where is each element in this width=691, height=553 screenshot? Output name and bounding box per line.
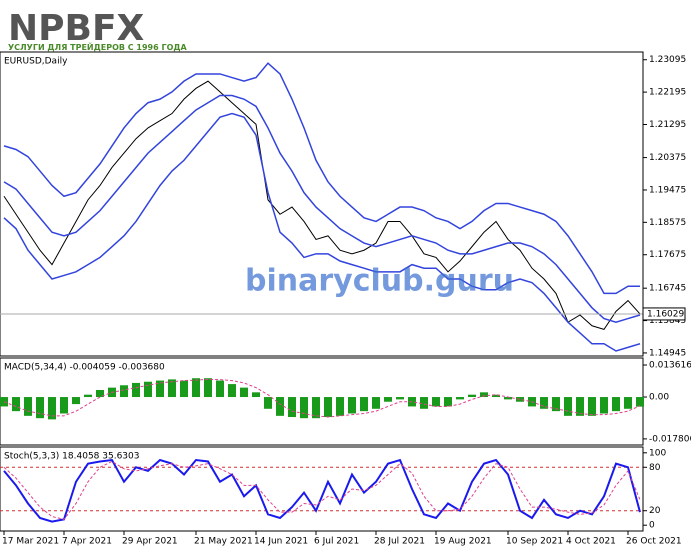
macd-bar — [600, 397, 608, 414]
macd-bar — [288, 397, 296, 418]
y-tick-label: 0.00 — [649, 393, 669, 403]
macd-bar — [444, 397, 452, 407]
macd-bar — [228, 384, 236, 398]
macd-bar — [144, 381, 152, 398]
close-line — [3, 80, 641, 330]
macd-bar — [96, 389, 104, 398]
macd-bar — [564, 397, 572, 416]
macd-bar — [492, 394, 500, 398]
macd-bar — [312, 397, 320, 419]
macd-bar — [432, 397, 440, 407]
panel-title: EURUSD,Daily — [4, 57, 68, 67]
macd-bar — [168, 379, 176, 398]
x-tick-label: 17 Mar 2021 — [2, 537, 59, 547]
macd-bar — [300, 397, 308, 419]
y-tick-label: 80 — [649, 463, 661, 473]
macd-bar — [132, 382, 140, 398]
x-tick-label: 4 Oct 2021 — [566, 537, 616, 547]
macd-bar — [360, 397, 368, 412]
macd-bar — [516, 397, 524, 402]
x-tick-label: 21 May 2021 — [194, 537, 253, 547]
logo: NPBFX — [8, 8, 145, 49]
macd-bar — [60, 397, 68, 414]
y-tick-label: 1.23095 — [649, 55, 686, 65]
y-tick-label: 0.013616 — [649, 361, 691, 371]
y-tick-label: 1.17675 — [649, 250, 686, 260]
macd-bar — [456, 397, 464, 400]
y-tick-label: -0.017806 — [649, 434, 691, 444]
macd-bar — [252, 392, 260, 398]
panel-title: Stoch(5,3,3) 18.4058 35.6303 — [4, 452, 139, 462]
macd-bar — [264, 397, 272, 409]
macd-bar — [240, 387, 248, 398]
x-tick-label: 29 Apr 2021 — [122, 537, 178, 547]
macd-bar — [324, 397, 332, 418]
macd-bar — [588, 397, 596, 416]
macd-bar — [36, 397, 44, 419]
y-tick-label: 1.15845 — [649, 316, 686, 326]
macd-bar — [276, 397, 284, 416]
macd-bar — [216, 380, 224, 398]
macd-bar — [636, 397, 644, 407]
y-tick-label: 1.19475 — [649, 185, 686, 195]
watermark: binaryclub.guru — [245, 264, 514, 299]
macd-bar — [48, 397, 56, 420]
x-tick-label: 7 Apr 2021 — [62, 537, 112, 547]
tagline: УСЛУГИ ДЛЯ ТРЕЙДЕРОВ С 1996 ГОДА — [8, 41, 187, 52]
macd-bar — [576, 397, 584, 416]
macd-bar — [540, 397, 548, 409]
bollinger-band — [3, 94, 641, 323]
stoch-main — [3, 458, 641, 523]
bollinger-band — [3, 62, 640, 295]
macd-bar — [420, 397, 428, 409]
y-tick-label: 1.21295 — [649, 120, 686, 130]
macd-bar — [180, 380, 188, 398]
signal-line — [3, 378, 641, 418]
y-tick-label: 1.18575 — [649, 218, 686, 228]
y-tick-label: 0 — [649, 521, 655, 531]
last-price-label: 1.16029 — [647, 309, 684, 319]
macd-bar — [612, 397, 620, 412]
macd-bar — [204, 378, 212, 398]
macd-bar — [348, 397, 356, 414]
macd-bar — [624, 397, 632, 409]
macd-bar — [504, 397, 512, 400]
bollinger-band — [3, 112, 641, 352]
stoch-signal — [3, 460, 641, 520]
macd-bar — [192, 378, 200, 398]
macd-bar — [84, 394, 92, 398]
y-tick-label: 1.14945 — [649, 348, 686, 358]
macd-bar — [552, 397, 560, 412]
macd-bar — [480, 392, 488, 398]
last-price-box — [642, 307, 686, 321]
macd-bar — [468, 394, 476, 398]
x-tick-label: 6 Jul 2021 — [314, 537, 359, 547]
y-tick-label: 100 — [649, 448, 666, 458]
x-tick-label: 10 Sep 2021 — [506, 537, 563, 547]
x-tick-label: 14 Jun 2021 — [254, 537, 308, 547]
y-tick-label: 1.22195 — [649, 88, 686, 98]
macd-bar — [72, 397, 80, 405]
x-tick-label: 28 Jul 2021 — [374, 537, 425, 547]
macd-bar — [24, 397, 32, 416]
price-panel — [0, 51, 644, 357]
macd-bar — [372, 397, 380, 409]
x-tick-label: 19 Aug 2021 — [434, 537, 492, 547]
macd-bar — [12, 397, 20, 412]
macd-bar — [384, 397, 392, 402]
y-tick-label: 1.16745 — [649, 284, 686, 294]
macd-bar — [156, 380, 164, 398]
y-tick-label: 20 — [649, 506, 661, 516]
macd-bar — [336, 397, 344, 416]
x-tick-label: 26 Oct 2021 — [626, 537, 682, 547]
macd-bar — [120, 385, 128, 398]
y-tick-label: 1.20375 — [649, 153, 686, 163]
macd-bar — [396, 397, 404, 400]
panel-title: MACD(5,34,4) -0.004059 -0.003680 — [4, 363, 165, 373]
